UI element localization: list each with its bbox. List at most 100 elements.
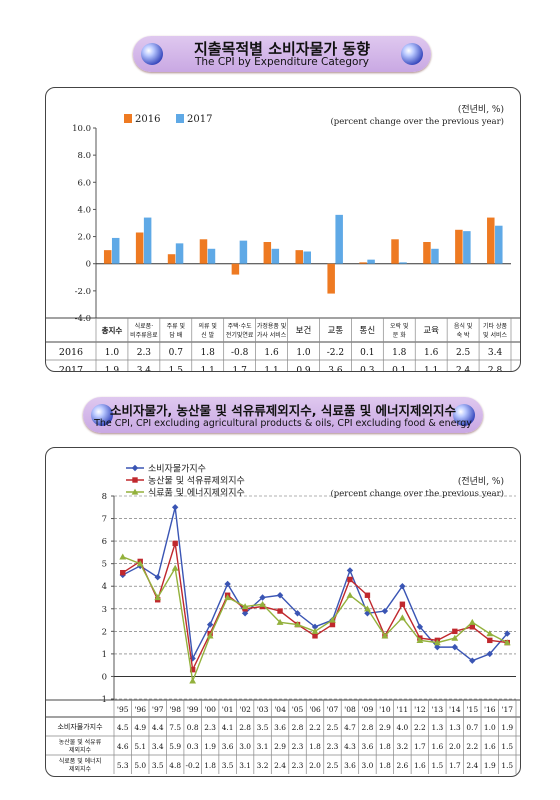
bar-2017: [271, 248, 280, 264]
table-cell-value: 3.1: [257, 742, 269, 751]
table-cell-value: 2.5: [456, 348, 471, 358]
table-cell-value: 1.8: [201, 348, 216, 358]
bar-2017: [303, 251, 311, 264]
category-label: 전기및연료: [226, 331, 254, 339]
data-point-3: [329, 616, 336, 623]
x-tick-label: '95: [117, 705, 129, 714]
table-cell-value: 0.7: [466, 723, 478, 732]
table-cell-value: 0.1: [360, 348, 374, 358]
data-point-3: [294, 621, 301, 628]
chart-panel-categories: 10.0 8.0 6.0 4.0 2.0 0 -2.0 -4.0 2016 2017 (전년비, %…: [45, 87, 521, 378]
category-label: 가사 서비스: [257, 331, 287, 339]
table-cell-value: 1.6: [484, 742, 496, 751]
bar-2016: [359, 262, 367, 264]
table-cell-value: 1.1: [264, 366, 278, 371]
table-cell-value: 4.6: [117, 742, 129, 751]
data-point-1: [381, 607, 389, 615]
bar-2016: [423, 242, 431, 264]
category-label: 음식 및: [454, 322, 473, 330]
legend-label-2016: 2016: [135, 114, 160, 125]
data-point-2: [172, 540, 178, 547]
data-point-3: [241, 603, 249, 610]
x-tick-label: '10: [379, 705, 391, 714]
table-cell-value: 4.9: [134, 723, 146, 732]
data-point-2: [469, 624, 476, 630]
table-cell-value: 1.5: [501, 761, 513, 770]
bar-chart-categories: 10.0 8.0 6.0 4.0 2.0 0 -2.0 -4.0 2016 2017 (전년비, %…: [46, 104, 520, 378]
table-cell-value: 1.7: [232, 366, 247, 371]
section-banner-cpi-core: 소비자물가, 농산물 및 석유류제외지수, 식료품 및 에너지제외지수 The …: [83, 397, 483, 433]
data-point-3: [171, 564, 179, 571]
x-tick-label: '99: [187, 705, 199, 714]
unit-label-english: (percent change over the previous year): [330, 488, 504, 499]
y-tick-label: 6.0: [77, 178, 91, 188]
table-cell-value: -2.2: [327, 348, 344, 358]
x-tick-label: '98: [169, 705, 181, 714]
table-cell-value: 1.1: [424, 366, 438, 371]
category-label: 오락 및: [390, 322, 409, 330]
table-cell-value: 0.3: [187, 742, 199, 751]
table-cell-value: 3.4: [488, 348, 503, 358]
table-cell-value: 2.4: [274, 761, 286, 770]
table-cell-value: 2.8: [488, 366, 503, 371]
y-tick-label: -2.0: [75, 287, 91, 297]
table-row-label: 제외지수: [69, 746, 92, 754]
table-cell-value: 3.0: [362, 761, 374, 770]
table-cell-value: -0.8: [231, 348, 249, 358]
bar-2017: [239, 240, 248, 264]
banner-title-english: The CPI by Expenditure Category: [194, 56, 369, 68]
data-point-2: [312, 633, 318, 639]
data-point-3: [451, 634, 459, 641]
table-cell-value: 7.5: [169, 723, 181, 732]
data-point-1: [224, 580, 231, 588]
table-cell-value: 2.0: [449, 742, 461, 751]
x-tick-label: '17: [501, 705, 513, 714]
x-tick-label: '01: [222, 705, 234, 714]
data-point-3: [154, 594, 162, 601]
table-cell-value: 3.6: [222, 742, 234, 751]
x-tick-label: '13: [432, 705, 444, 714]
table-cell-value: 3.6: [362, 742, 374, 751]
table-cell-value: 2.9: [379, 723, 391, 732]
table-cell-value: 5.0: [134, 761, 146, 770]
table-cell-value: 0.9: [296, 366, 311, 371]
x-tick-label: '96: [134, 705, 146, 714]
legend-marker: [131, 488, 139, 495]
y-tick-label: 3: [102, 605, 107, 615]
bar-2016: [199, 239, 208, 264]
category-label: 담 배: [169, 331, 182, 339]
category-label: 보건: [296, 325, 312, 336]
data-point-2: [364, 592, 371, 598]
table-cell-value: 2.4: [466, 761, 478, 770]
category-label: 총지수: [102, 325, 123, 335]
data-point-3: [381, 632, 389, 639]
table-cell-value: 1.5: [501, 742, 513, 751]
data-point-3: [119, 553, 127, 560]
legend-marker: [131, 464, 139, 472]
category-label: 문 화: [393, 332, 406, 339]
table-cell-value: 1.5: [169, 366, 184, 371]
table-cell-value: 1.8: [204, 761, 216, 770]
data-point-2: [487, 637, 493, 644]
table-cell-value: 0.1: [392, 366, 406, 371]
table-cell-value: 1.8: [392, 348, 407, 358]
table-row-label: 식료품 및 에너지: [59, 757, 101, 765]
category-label: 주류 및: [167, 323, 186, 330]
table-cell-value: 3.6: [328, 366, 343, 371]
bar-2016: [455, 229, 463, 264]
bar-2017: [431, 248, 439, 264]
table-cell-value: 0.7: [169, 348, 184, 358]
table-cell-value: 1.3: [449, 723, 461, 732]
banner-title-korean: 지출목적별 소비자물가 동향: [193, 40, 371, 58]
table-cell-value: 1.6: [264, 348, 279, 358]
x-tick-label: '14: [449, 705, 461, 714]
legend-swatch-2017: [176, 114, 184, 123]
legend-label-2017: 2017: [187, 114, 212, 125]
bar-2016: [263, 242, 272, 264]
x-tick-label: '06: [309, 705, 321, 714]
category-label: 교통: [328, 326, 344, 336]
table-cell-value: 2.6: [397, 761, 409, 770]
y-tick-label: 8: [102, 492, 107, 502]
table-cell-value: 5.9: [169, 742, 181, 751]
